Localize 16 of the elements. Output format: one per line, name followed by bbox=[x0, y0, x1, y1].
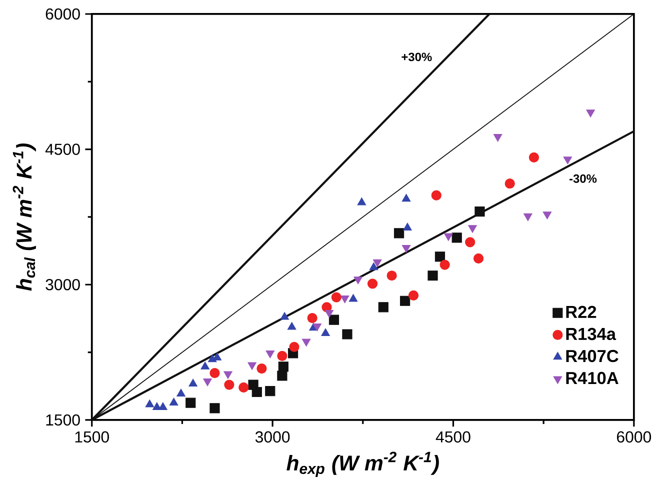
y-tick-label: 6000 bbox=[46, 8, 80, 20]
x-tick-label: 3000 bbox=[255, 431, 290, 443]
x-tick-label: 6000 bbox=[616, 431, 652, 443]
y-axis-title: h$_{cal}$ (W m$^{-2}$ K$^{-1}$) bbox=[12, 143, 36, 291]
x-axis-title: h$_{exp}$ (W m$^{-2}$ K$^{-1}$) bbox=[286, 452, 439, 477]
y-tick-label: 4500 bbox=[45, 144, 80, 155]
legend-label: R407C bbox=[566, 350, 618, 362]
x-tick-label: 4500 bbox=[436, 431, 470, 443]
annotation: -30% bbox=[569, 174, 597, 183]
legend-label: R410A bbox=[566, 372, 618, 384]
annotation: +30% bbox=[402, 52, 432, 62]
y-tick-label: 1500 bbox=[46, 414, 80, 426]
legend-label: R134a bbox=[566, 328, 616, 340]
y-tick-label: 3000 bbox=[46, 278, 80, 290]
x-tick-label: 1500 bbox=[75, 431, 109, 443]
legend-label: R22 bbox=[566, 306, 596, 318]
